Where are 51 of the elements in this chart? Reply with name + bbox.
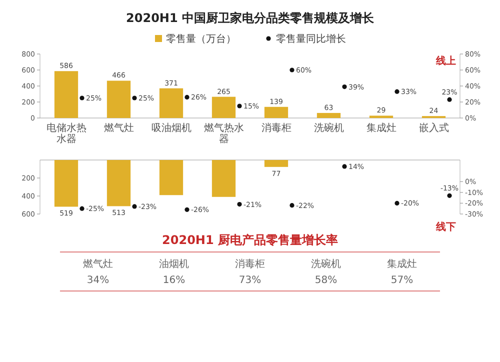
category-label: 消毒柜 [235,258,265,270]
point [447,97,452,102]
annotation: 线上 [435,55,456,67]
x-tick-label: 嵌入式 [418,122,449,134]
point [184,207,190,212]
bar [106,160,131,206]
bar [264,106,288,118]
point [132,204,137,209]
text: 34% [86,275,110,286]
bar [106,80,131,118]
point [394,200,400,206]
bar [54,160,78,207]
bar [159,160,184,196]
bar [54,71,78,118]
bar [212,160,236,197]
x-tick-label: 洗碗机 [314,122,344,134]
point [342,164,347,169]
x-tick-label: 消毒柜 [261,122,292,134]
x-tick-label: 集成灶 [366,122,396,134]
bar [212,96,236,118]
point [184,94,190,100]
point [237,104,242,108]
text: 73% [238,275,262,286]
text: 2020H1 厨电产品零售量增长率 [162,233,338,247]
chart-title: 2020H1 中国厨卫家电分品类零售规模及增长 [126,11,375,25]
point [80,206,84,211]
category-label: 燃气灶 [83,258,113,270]
point [132,96,137,100]
point [80,96,84,100]
point [394,89,400,94]
point [290,68,294,72]
point [237,202,242,207]
text: 线下 [435,221,456,233]
text: 16% [162,275,186,286]
bar [264,160,288,167]
x-tick-label: 燃气灶 [104,122,134,134]
point [290,203,294,208]
legend-label: 零售量同比增长 [276,33,346,45]
bar [159,88,184,118]
point [342,84,347,90]
legend-label: 零售量（万台） [166,33,236,45]
point [447,193,452,198]
category-label: 洗碗机 [311,258,341,270]
bar [316,112,341,118]
text: 58% [314,275,338,286]
text: 57% [390,275,414,286]
category-label: 油烟机 [159,258,189,270]
x-tick-label: 吸油烟机 [151,122,192,134]
category-label: 集成灶 [387,258,417,270]
x-tick-label: 电储水热水器 [46,122,86,145]
x-tick-label: 燃气热水器 [204,122,244,145]
